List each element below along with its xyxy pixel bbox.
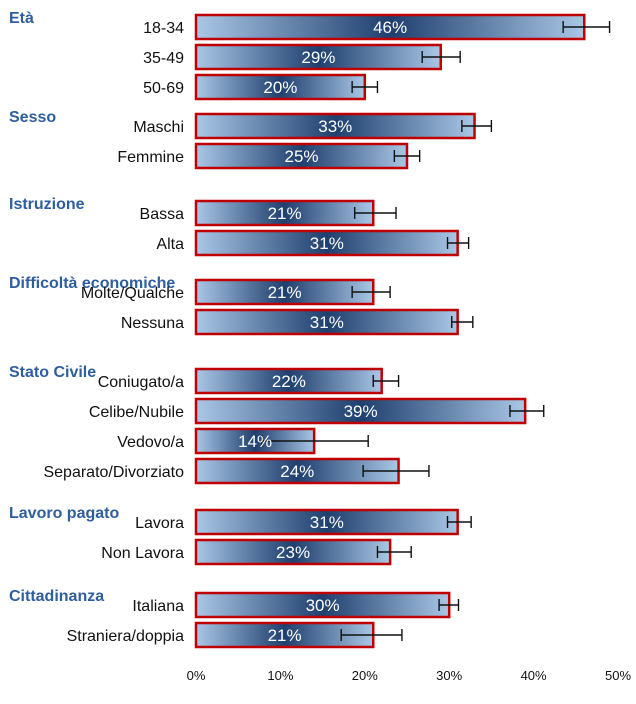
category-label: 18-34	[143, 20, 184, 37]
data-label: 21%	[268, 283, 302, 302]
bar	[194, 43, 443, 71]
group-label: Cittadinanza	[9, 588, 104, 605]
x-tick-label: 40%	[521, 668, 547, 683]
category-label: Molte/Qualche	[81, 285, 184, 302]
bar	[194, 13, 586, 41]
data-label: 21%	[268, 626, 302, 645]
data-label: 20%	[263, 78, 297, 97]
group-label: Lavoro pagato	[9, 505, 119, 522]
data-label: 23%	[276, 543, 310, 562]
bar	[194, 112, 476, 140]
x-tick-label: 30%	[436, 668, 462, 683]
category-label: Celibe/Nubile	[89, 404, 184, 421]
data-label: 39%	[344, 402, 378, 421]
category-label: Non Lavora	[101, 545, 184, 562]
data-label: 31%	[310, 513, 344, 532]
category-label: Separato/Divorziato	[43, 464, 184, 481]
category-label: Femmine	[117, 149, 184, 166]
category-label: Lavora	[135, 515, 184, 532]
bar	[194, 142, 409, 170]
category-label: 35-49	[143, 50, 184, 67]
x-tick-label: 20%	[352, 668, 378, 683]
data-label: 22%	[272, 372, 306, 391]
category-label: 50-69	[143, 80, 184, 97]
group-label: Sesso	[9, 109, 56, 126]
category-label: Vedovo/a	[117, 434, 184, 451]
category-label: Straniera/doppia	[67, 628, 185, 645]
data-label: 31%	[310, 313, 344, 332]
data-label: 24%	[280, 462, 314, 481]
bar	[194, 538, 392, 566]
group-label: Istruzione	[9, 196, 85, 213]
category-label: Maschi	[133, 119, 184, 136]
data-label: 14%	[238, 432, 272, 451]
bar	[194, 397, 527, 425]
plot-area: Età 18-34 46% 35-49 29% 50-69 20% Sesso Maschi 33…	[9, 10, 631, 683]
data-label: 25%	[284, 147, 318, 166]
data-label: 33%	[318, 117, 352, 136]
data-label: 21%	[268, 204, 302, 223]
x-tick-label: 10%	[267, 668, 293, 683]
category-label: Nessuna	[121, 315, 184, 332]
bar	[194, 591, 451, 619]
data-label: 29%	[301, 48, 335, 67]
data-label: 30%	[306, 596, 340, 615]
category-label: Coniugato/a	[98, 374, 184, 391]
bar	[194, 199, 375, 227]
group-label: Stato Civile	[9, 364, 96, 381]
x-tick-label: 0%	[187, 668, 206, 683]
category-label: Bassa	[140, 206, 185, 223]
data-label: 46%	[373, 18, 407, 37]
group-label: Età	[9, 10, 34, 27]
x-tick-label: 50%	[605, 668, 631, 683]
group-label: Difficoltà economiche	[9, 275, 175, 292]
data-label: 31%	[310, 234, 344, 253]
category-label: Alta	[156, 236, 184, 253]
category-label: Italiana	[132, 598, 184, 615]
